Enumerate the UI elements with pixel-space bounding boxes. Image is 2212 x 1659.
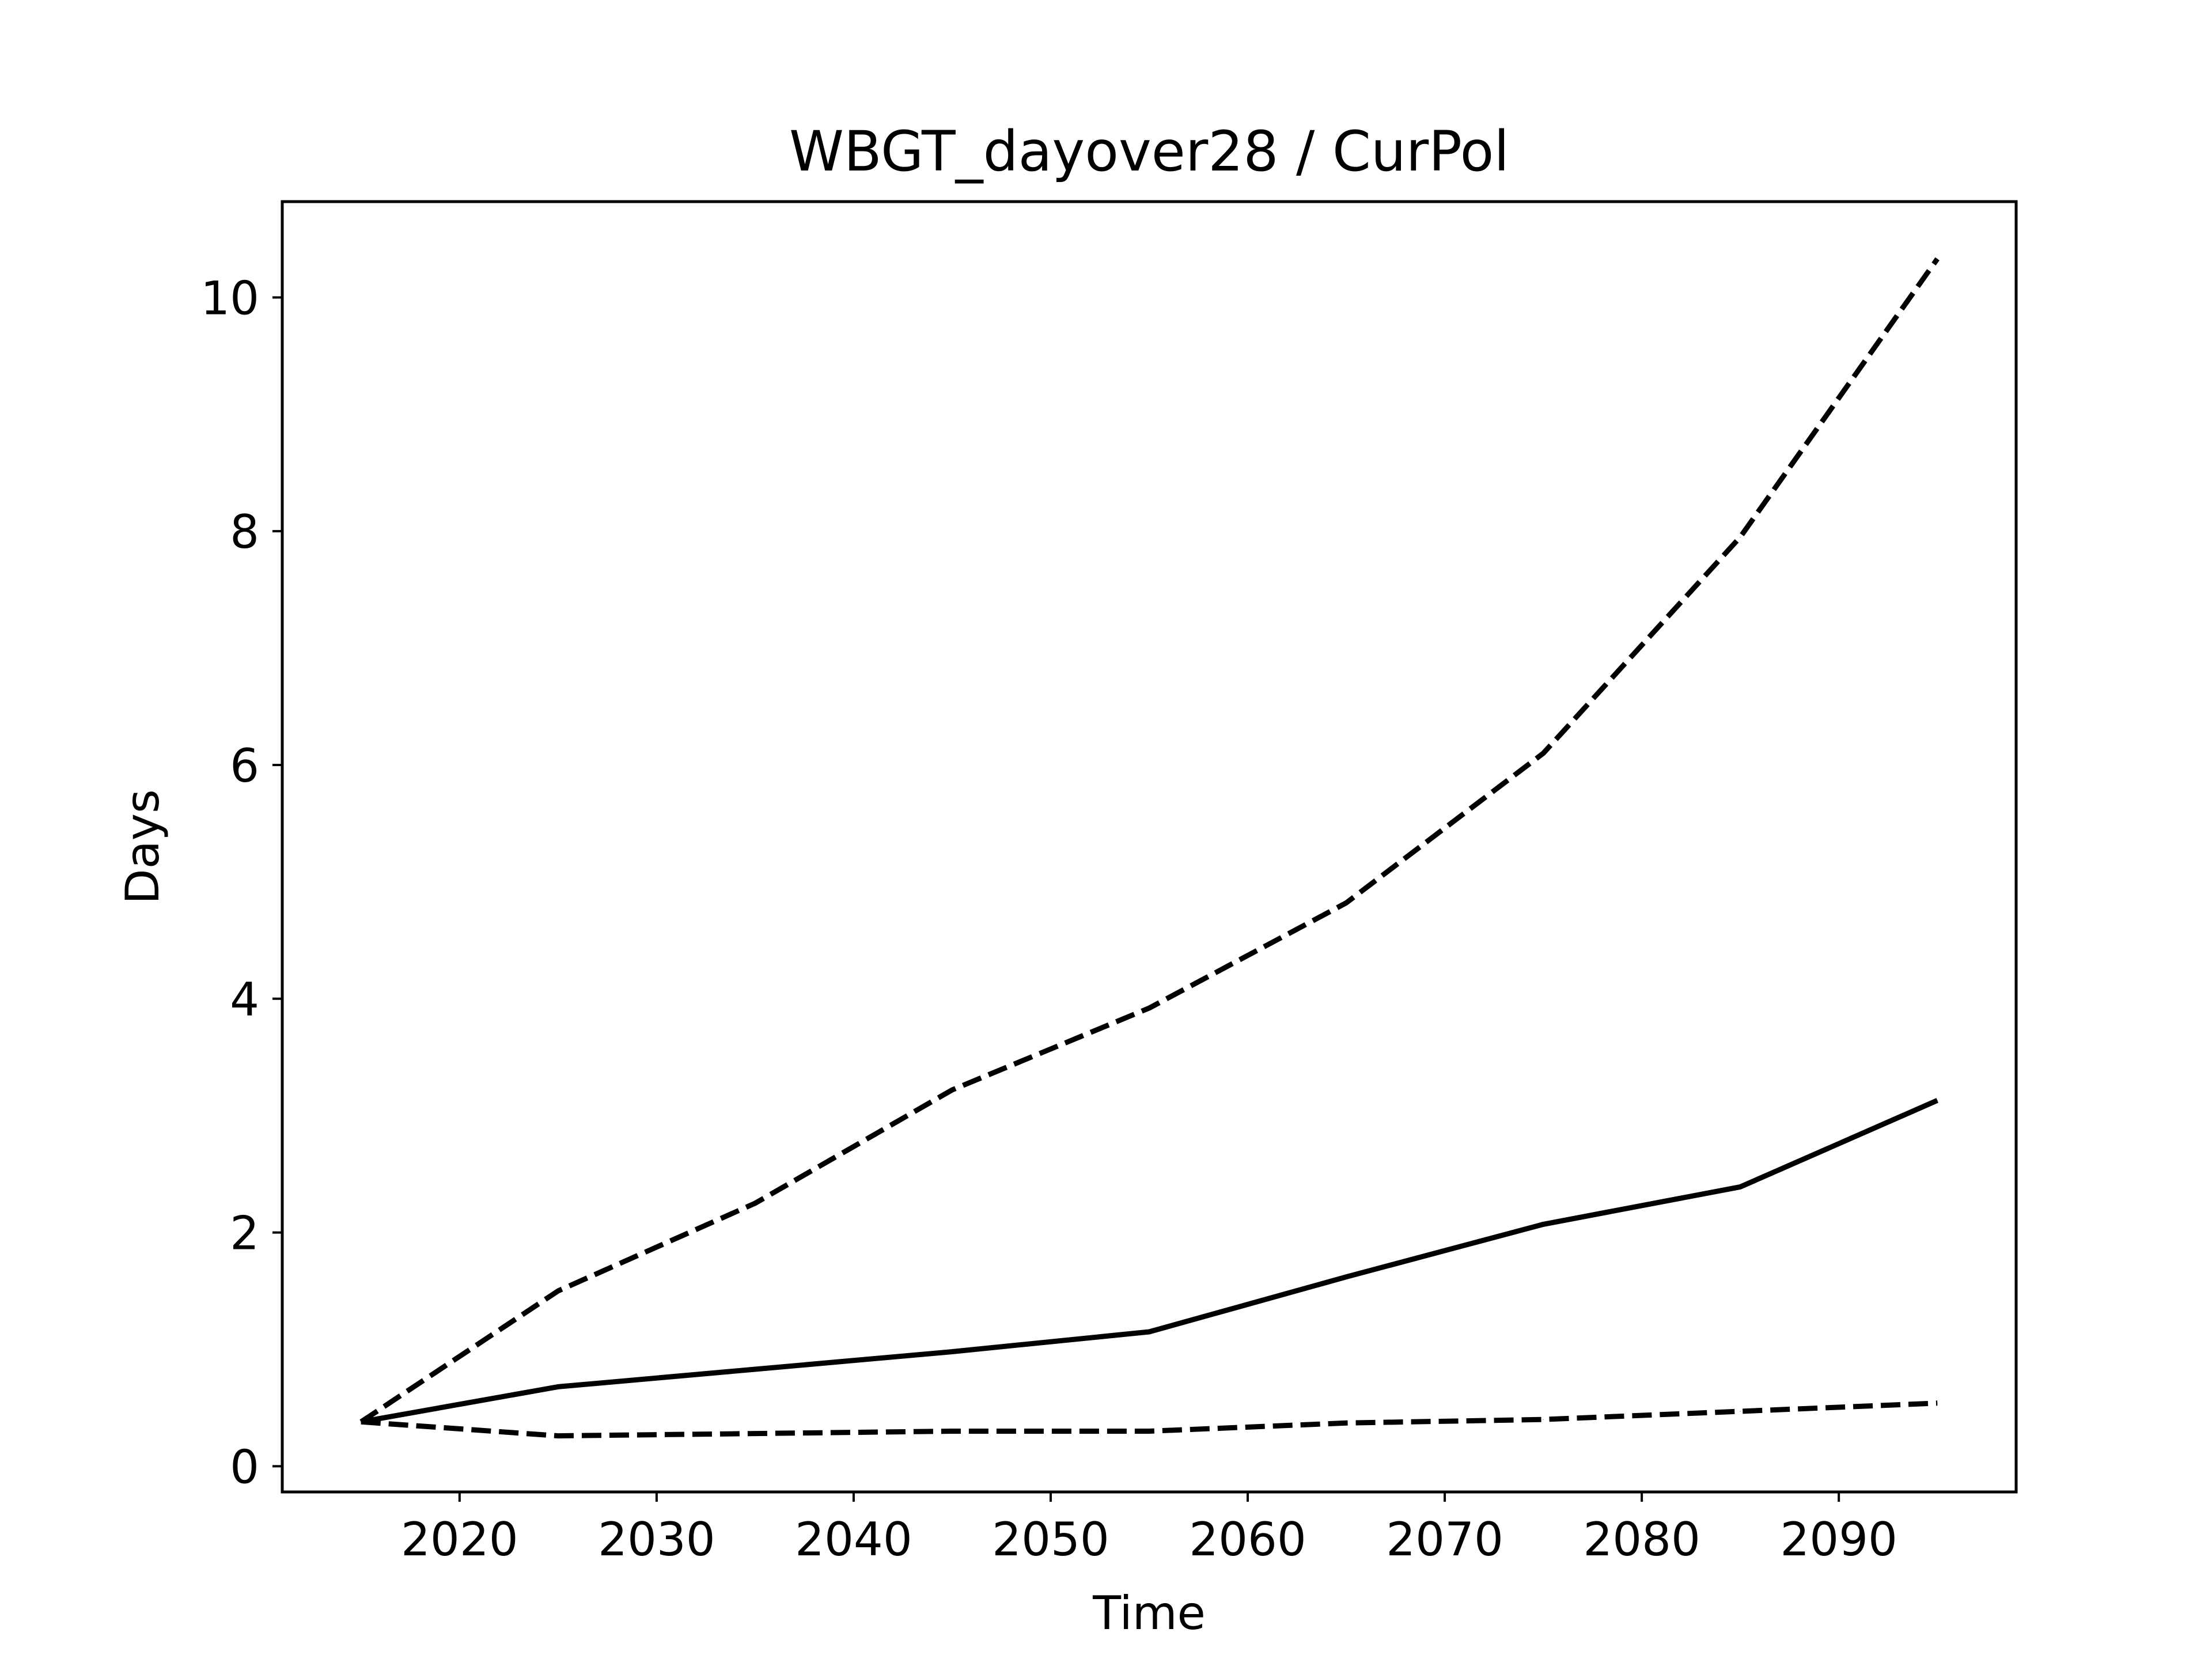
x-axis-label: Time: [1092, 1586, 1206, 1640]
data-point: [1937, 1100, 1938, 1101]
data-point: [1740, 1411, 1741, 1412]
series-layer: [359, 257, 1940, 1439]
x-tick-label: 2030: [598, 1513, 715, 1566]
x-tick-label: 2040: [795, 1513, 912, 1566]
data-point: [1543, 1419, 1544, 1420]
x-tick-label: 2050: [992, 1513, 1109, 1566]
data-point: [1543, 1224, 1544, 1225]
y-tick-label: 6: [230, 739, 259, 793]
axes-layer: 2020 2030 2040 2050 2060 2070 2080 2090 0 2 4 6 8 10: [200, 271, 1897, 1566]
x-tick-label: 2020: [401, 1513, 518, 1566]
y-axis-label: Days: [116, 789, 169, 904]
x-tick-label: 2070: [1386, 1513, 1503, 1566]
y-tick-label: 0: [230, 1440, 259, 1494]
y-tick-label: 2: [230, 1207, 259, 1260]
y-tick-label: 10: [200, 271, 259, 325]
plot-area-frame: [281, 200, 2018, 1494]
y-tick-label: 8: [230, 505, 259, 559]
x-tick-label: 2060: [1189, 1513, 1306, 1566]
chart-title: WBGT_dayover28 / CurPol: [789, 119, 1509, 184]
x-tick-label: 2080: [1583, 1513, 1700, 1566]
data-point: [1149, 1007, 1150, 1009]
y-tick-label: 4: [230, 973, 259, 1027]
x-tick-label: 2090: [1780, 1513, 1897, 1566]
